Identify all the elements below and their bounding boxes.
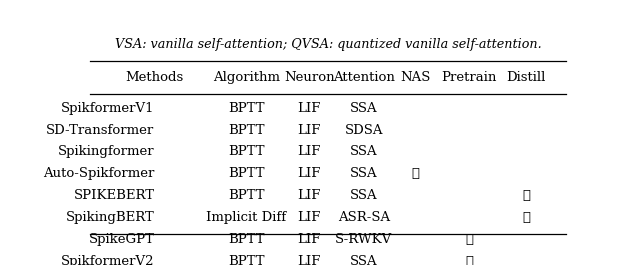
- Text: SSA: SSA: [350, 145, 378, 158]
- Text: BPTT: BPTT: [228, 102, 264, 115]
- Text: SD-Transformer: SD-Transformer: [46, 124, 154, 137]
- Text: ✓: ✓: [465, 233, 474, 246]
- Text: BPTT: BPTT: [228, 255, 264, 265]
- Text: Implicit Diff: Implicit Diff: [206, 211, 286, 224]
- Text: ✓: ✓: [522, 189, 531, 202]
- Text: BPTT: BPTT: [228, 233, 264, 246]
- Text: Distill: Distill: [507, 71, 546, 84]
- Text: SDSA: SDSA: [344, 124, 383, 137]
- Text: VSA: vanilla self-attention; QVSA: quantized vanilla self-attention.: VSA: vanilla self-attention; QVSA: quant…: [115, 38, 541, 51]
- Text: LIF: LIF: [298, 145, 321, 158]
- Text: Pretrain: Pretrain: [442, 71, 497, 84]
- Text: LIF: LIF: [298, 102, 321, 115]
- Text: ASR-SA: ASR-SA: [338, 211, 390, 224]
- Text: SSA: SSA: [350, 189, 378, 202]
- Text: LIF: LIF: [298, 211, 321, 224]
- Text: SSA: SSA: [350, 167, 378, 180]
- Text: NAS: NAS: [400, 71, 431, 84]
- Text: BPTT: BPTT: [228, 189, 264, 202]
- Text: BPTT: BPTT: [228, 124, 264, 137]
- Text: SSA: SSA: [350, 255, 378, 265]
- Text: Spikingformer: Spikingformer: [58, 145, 154, 158]
- Text: ✓: ✓: [465, 255, 474, 265]
- Text: Algorithm: Algorithm: [212, 71, 280, 84]
- Text: Attention: Attention: [333, 71, 395, 84]
- Text: S-RWKV: S-RWKV: [335, 233, 392, 246]
- Text: SpikingBERT: SpikingBERT: [66, 211, 154, 224]
- Text: LIF: LIF: [298, 124, 321, 137]
- Text: LIF: LIF: [298, 255, 321, 265]
- Text: ✓: ✓: [412, 167, 419, 180]
- Text: SpikformerV1: SpikformerV1: [61, 102, 154, 115]
- Text: Methods: Methods: [125, 71, 184, 84]
- Text: LIF: LIF: [298, 233, 321, 246]
- Text: LIF: LIF: [298, 189, 321, 202]
- Text: Auto-Spikformer: Auto-Spikformer: [43, 167, 154, 180]
- Text: SSA: SSA: [350, 102, 378, 115]
- Text: Neuron: Neuron: [284, 71, 335, 84]
- Text: SPIKEBERT: SPIKEBERT: [74, 189, 154, 202]
- Text: BPTT: BPTT: [228, 145, 264, 158]
- Text: SpikeGPT: SpikeGPT: [88, 233, 154, 246]
- Text: ✓: ✓: [522, 211, 531, 224]
- Text: BPTT: BPTT: [228, 167, 264, 180]
- Text: LIF: LIF: [298, 167, 321, 180]
- Text: SpikformerV2: SpikformerV2: [61, 255, 154, 265]
